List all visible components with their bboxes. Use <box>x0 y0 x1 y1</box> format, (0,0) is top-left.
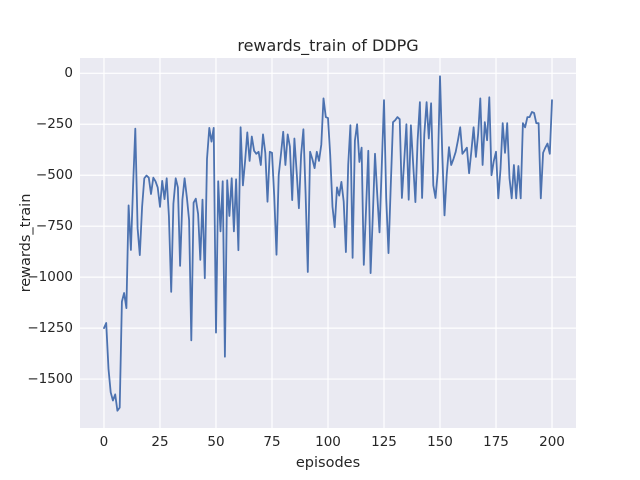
x-tick-label: 0 <box>99 434 109 450</box>
x-tick-label: 50 <box>207 434 225 450</box>
x-tick-label: 175 <box>483 434 509 450</box>
y-tick-label: −1500 <box>27 371 73 388</box>
x-tick-label: 200 <box>539 434 565 450</box>
y-tick-label: −1250 <box>27 320 73 337</box>
y-tick-label: −500 <box>35 167 73 184</box>
x-tick-label: 100 <box>315 434 341 450</box>
x-tick-label: 125 <box>371 434 397 450</box>
chart-title: rewards_train of DDPG <box>237 36 419 55</box>
x-tick-label: 75 <box>263 434 281 450</box>
x-tick-label: 25 <box>151 434 169 450</box>
y-tick-label: −1000 <box>27 269 73 286</box>
line-series-rewards-train <box>103 75 553 412</box>
y-tick-label: 0 <box>64 65 73 82</box>
x-tick-label: 150 <box>427 434 453 450</box>
x-axis-label: episodes <box>295 455 361 471</box>
y-tick-label: −750 <box>35 218 73 235</box>
y-tick-label: −250 <box>35 116 73 133</box>
